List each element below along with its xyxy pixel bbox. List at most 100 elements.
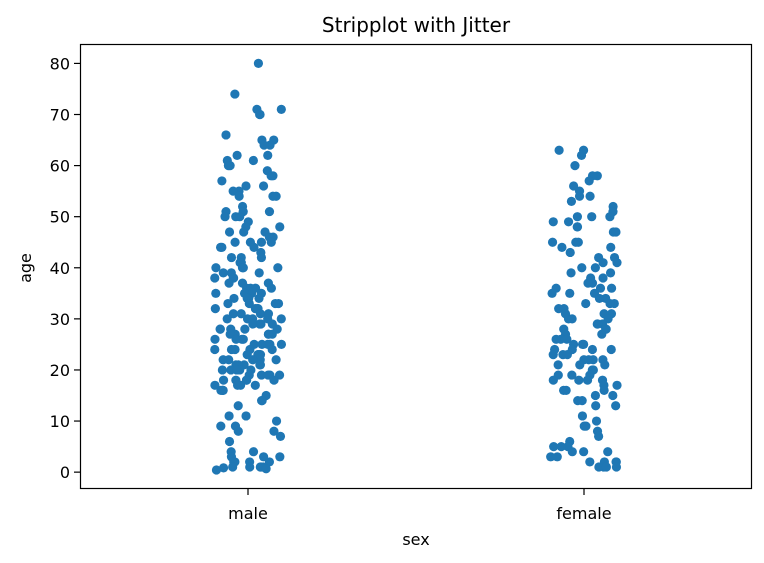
data-point-male (232, 150, 242, 160)
axis-ticks: 0 10 20 30 40 50 60 70 80 male female (50, 54, 612, 523)
data-point-male (217, 365, 227, 375)
data-point-female (593, 319, 603, 329)
data-point-male (221, 130, 231, 140)
data-point-male (216, 421, 226, 431)
data-point-female (599, 385, 609, 395)
data-point-male (261, 464, 271, 474)
data-point-female (567, 370, 577, 380)
data-point-male (256, 237, 267, 247)
data-point-male (217, 176, 227, 186)
x-tick-label: female (556, 504, 611, 523)
data-point-male (259, 140, 269, 150)
data-point-male (224, 436, 235, 447)
data-point-male (241, 181, 251, 191)
data-point-female (559, 385, 569, 395)
data-point-male (223, 161, 234, 171)
data-point-female (579, 339, 589, 350)
data-point-female (547, 288, 557, 298)
data-point-male (267, 344, 277, 355)
data-point-male (256, 252, 267, 263)
data-point-female (556, 441, 566, 452)
data-point-male (239, 227, 249, 237)
data-point-male (215, 242, 226, 252)
data-point-male (210, 304, 220, 314)
data-point-female (552, 452, 562, 462)
data-point-female (570, 161, 580, 171)
data-point-female (562, 334, 572, 344)
data-point-male (218, 463, 229, 473)
y-tick-label: 60 (50, 157, 70, 176)
data-point-male (269, 426, 279, 436)
data-point-male (220, 212, 230, 222)
data-point-male (218, 268, 228, 278)
data-point-female (554, 304, 564, 314)
data-point-female (572, 222, 582, 232)
data-points (210, 58, 622, 475)
data-point-female (594, 293, 605, 304)
data-point-male (275, 431, 286, 441)
data-point-male (224, 355, 234, 365)
data-point-male (248, 155, 258, 166)
data-point-female (571, 237, 581, 247)
data-point-male (232, 365, 242, 375)
data-point-male (226, 344, 237, 355)
data-point-female (591, 401, 601, 411)
y-tick-label: 80 (50, 54, 70, 73)
data-point-female (611, 227, 621, 237)
data-point-male (263, 329, 274, 339)
data-point-male (256, 319, 266, 329)
data-point-female (554, 145, 564, 155)
data-point-male (256, 370, 267, 380)
data-point-female (600, 360, 610, 370)
data-point-male (224, 227, 235, 237)
data-point-male (264, 457, 275, 467)
y-tick-label: 10 (50, 412, 70, 431)
y-tick-label: 0 (60, 463, 70, 482)
data-point-male (244, 298, 254, 309)
data-point-male (228, 186, 238, 196)
data-point-male (223, 298, 233, 309)
data-point-male (276, 314, 286, 324)
data-point-female (579, 447, 589, 457)
data-point-female (611, 401, 621, 411)
data-point-female (567, 314, 577, 324)
data-point-male (258, 181, 269, 191)
data-point-male (248, 319, 258, 329)
data-point-female (606, 283, 617, 293)
data-point-male (215, 324, 225, 334)
data-point-male (240, 324, 250, 334)
y-axis-label: age (16, 253, 35, 283)
data-point-female (567, 447, 577, 457)
data-point-male (276, 339, 287, 350)
data-point-male (210, 334, 220, 344)
data-point-male (266, 171, 276, 181)
data-point-male (222, 314, 232, 324)
data-point-female (565, 288, 575, 298)
data-point-male (230, 89, 240, 99)
data-point-female (576, 150, 587, 160)
data-point-female (598, 273, 608, 283)
data-point-female (584, 176, 594, 186)
data-point-female (574, 191, 585, 201)
data-point-female (553, 360, 563, 370)
data-point-male (266, 283, 276, 293)
data-point-male (241, 375, 252, 385)
data-point-female (546, 452, 556, 462)
data-point-female (551, 334, 561, 344)
y-tick-label: 40 (50, 259, 70, 278)
data-point-female (581, 298, 591, 309)
data-point-male (255, 109, 265, 120)
data-point-male (210, 273, 220, 283)
x-tick-label: male (228, 504, 268, 523)
data-point-female (548, 350, 558, 360)
data-point-male (211, 288, 221, 298)
data-point-male (275, 222, 285, 232)
data-point-female (590, 263, 600, 273)
data-point-female (612, 380, 622, 390)
axes-frame (79, 43, 753, 490)
data-point-female (587, 344, 598, 355)
data-point-male (224, 278, 234, 288)
data-point-male (236, 380, 246, 390)
data-point-female (612, 258, 622, 268)
